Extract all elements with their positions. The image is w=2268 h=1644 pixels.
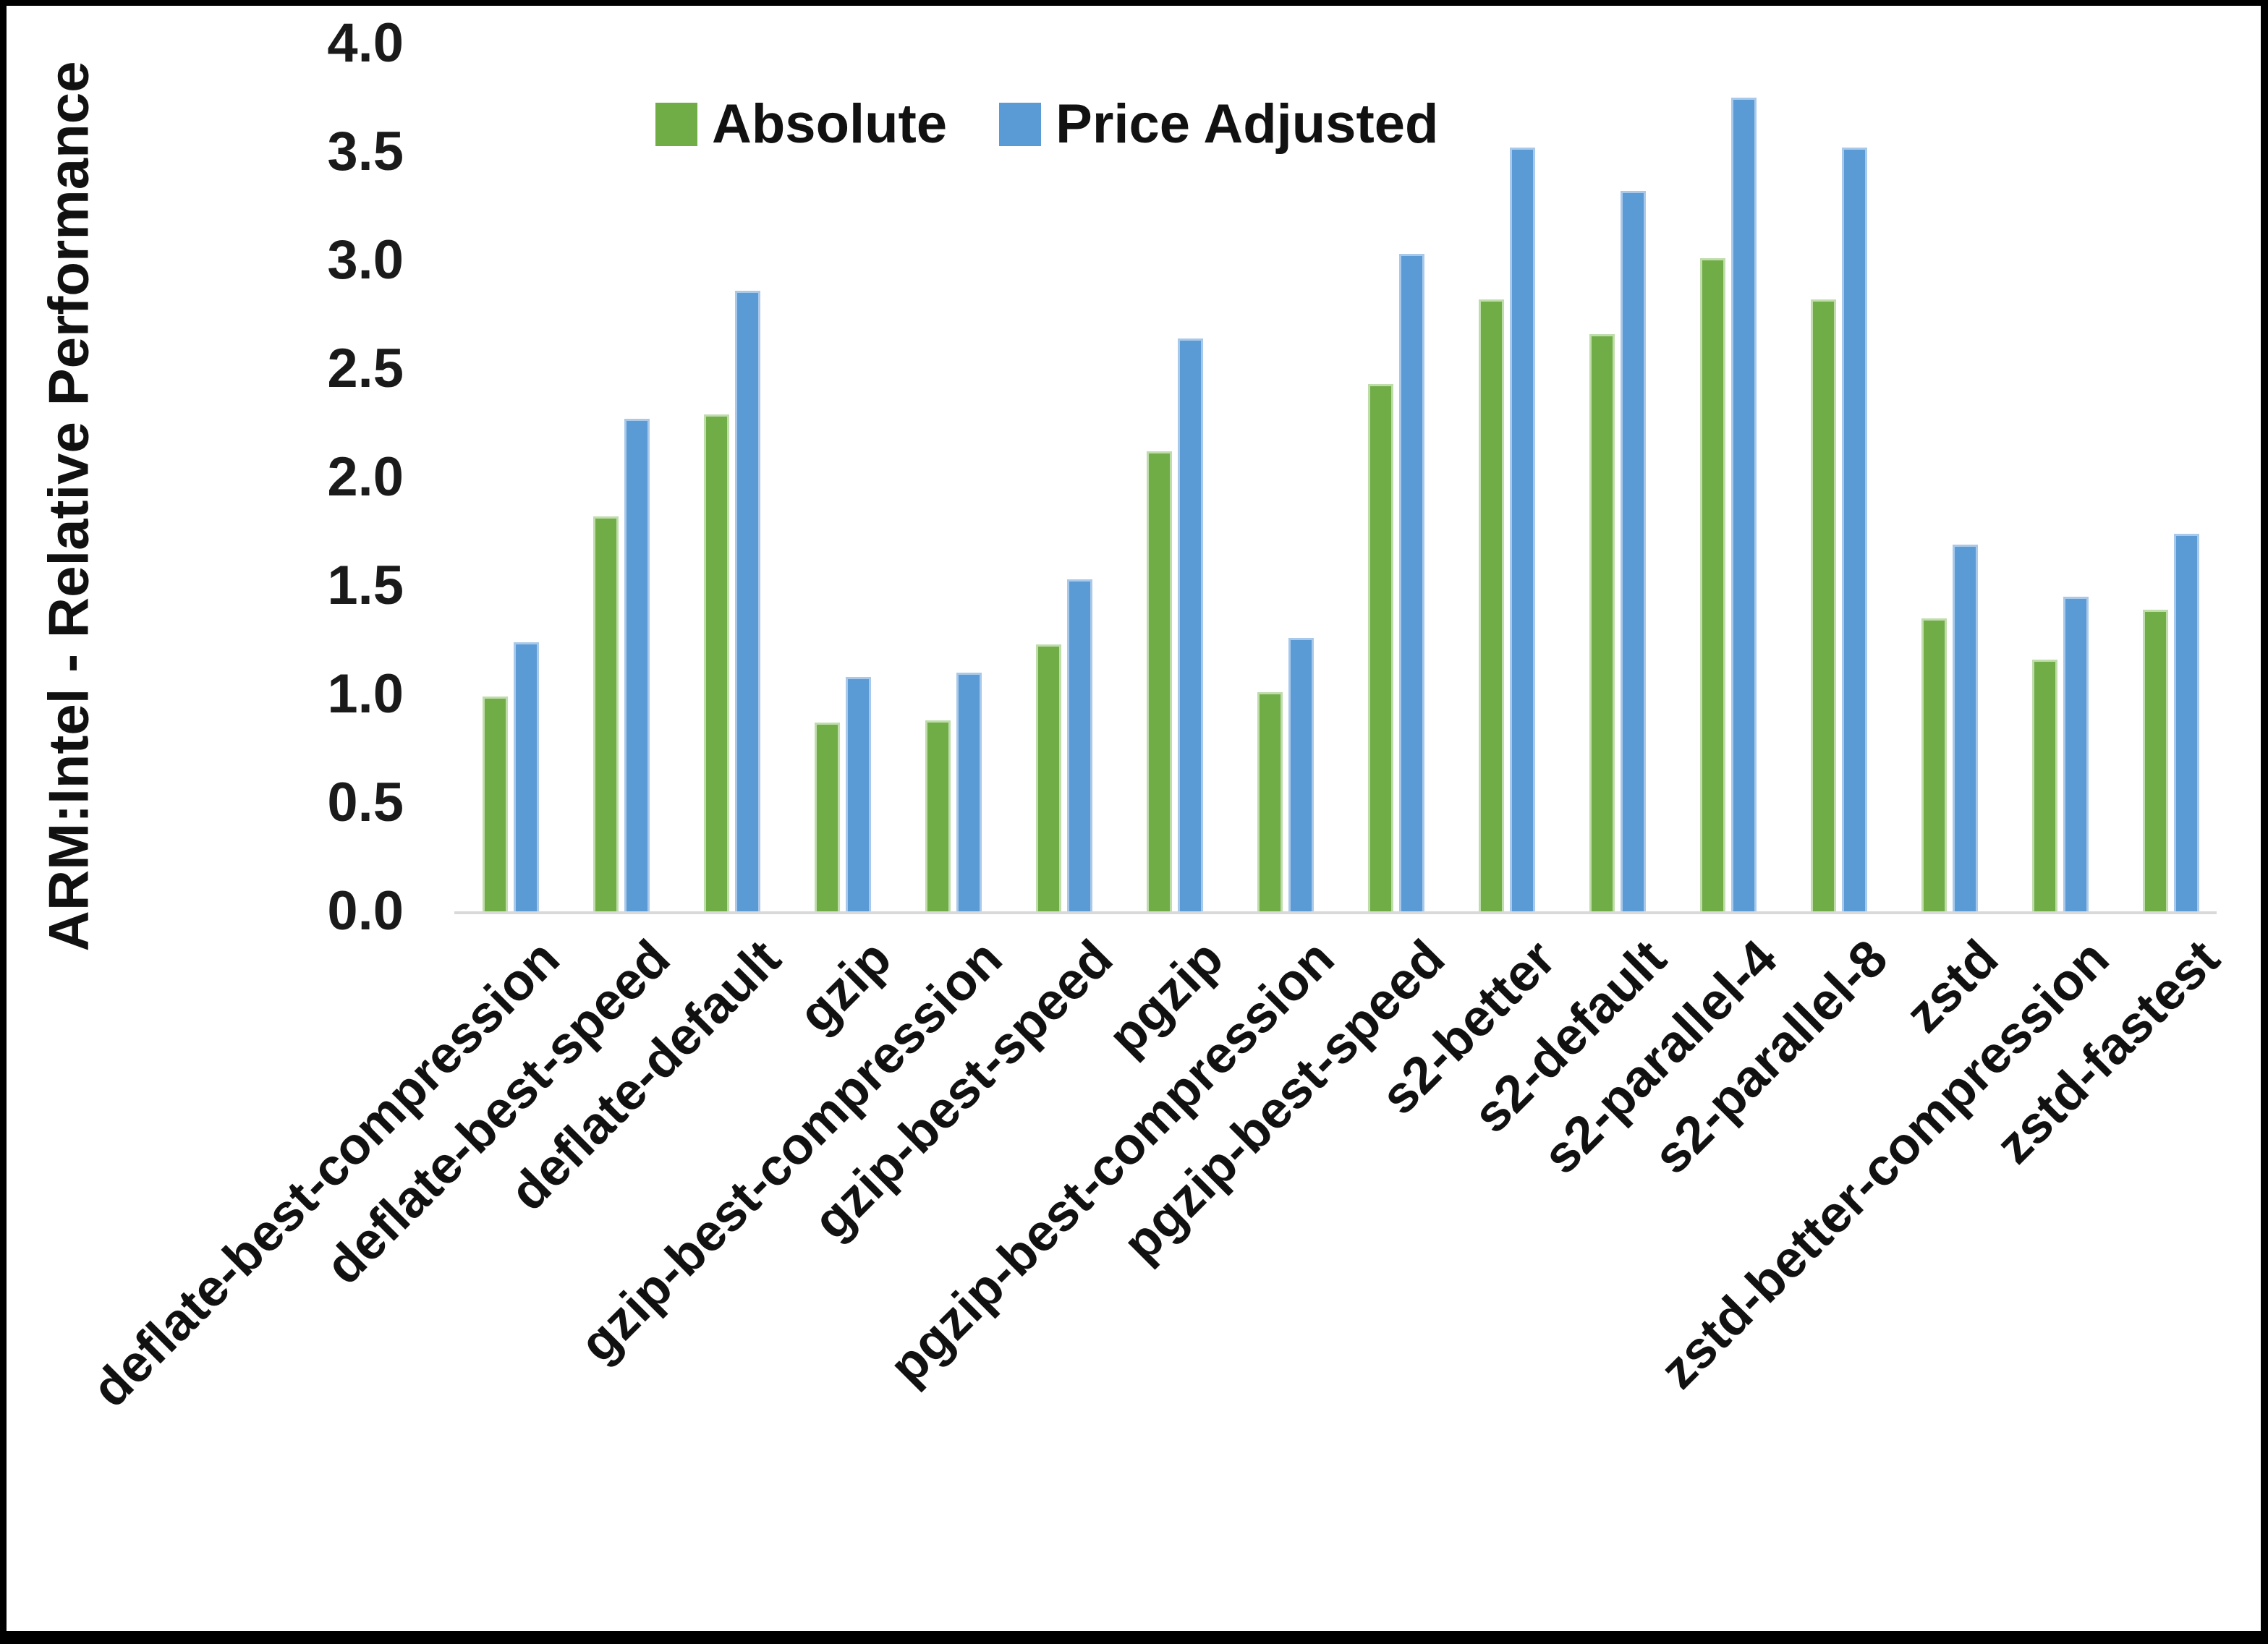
frame-border-top <box>0 0 2268 6</box>
bar-deflate-default-absolute <box>704 414 729 911</box>
y-tick-label: 2.5 <box>327 338 404 399</box>
bar-zstd-price-adjusted <box>1953 545 1978 911</box>
y-tick-label: 0.5 <box>327 772 404 833</box>
bar-s2-parallel-4-price-adjusted <box>1731 98 1757 911</box>
bar-s2-parallel-4-absolute <box>1700 258 1725 911</box>
bar-pgzip-price-adjusted <box>1178 338 1203 911</box>
bar-pgzip-best-compression-price-adjusted <box>1288 638 1314 911</box>
bar-deflate-best-compression-price-adjusted <box>514 642 539 911</box>
bar-pgzip-absolute <box>1147 451 1172 911</box>
y-axis-title: ARM:Intel - Relative Performance <box>36 61 101 952</box>
bar-zstd-better-compression-price-adjusted <box>2063 597 2089 911</box>
bar-gzip-best-speed-absolute <box>1036 644 1061 911</box>
y-tick-label: 1.5 <box>327 555 404 616</box>
bar-deflate-best-compression-absolute <box>483 697 508 911</box>
bar-s2-better-absolute <box>1479 299 1504 911</box>
bar-zstd-fastest-absolute <box>2143 610 2168 911</box>
bar-deflate-default-price-adjusted <box>735 291 760 911</box>
bar-s2-better-price-adjusted <box>1510 148 1535 911</box>
bar-gzip-best-compression-absolute <box>925 720 951 911</box>
bar-pgzip-best-compression-absolute <box>1257 692 1283 911</box>
legend-swatch-price-adjusted <box>999 102 1042 146</box>
bar-s2-parallel-8-price-adjusted <box>1842 148 1867 911</box>
legend-swatch-absolute <box>655 102 697 146</box>
frame-border-left <box>0 0 7 1644</box>
y-tick-label: 0.0 <box>327 880 404 942</box>
legend: Absolute Price Adjusted <box>655 93 1438 156</box>
bar-deflate-best-speed-absolute <box>593 516 619 911</box>
y-tick-label: 1.0 <box>327 663 404 725</box>
y-tick-label: 2.0 <box>327 446 404 508</box>
y-tick-label: 3.5 <box>327 121 404 182</box>
frame-border-bottom <box>0 1631 2268 1644</box>
bar-zstd-fastest-price-adjusted <box>2174 534 2199 911</box>
bar-s2-parallel-8-absolute <box>1811 299 1836 911</box>
bar-deflate-best-speed-price-adjusted <box>624 419 650 911</box>
legend-label-price-adjusted: Price Adjusted <box>1056 93 1439 155</box>
bar-gzip-best-speed-price-adjusted <box>1067 579 1092 911</box>
bar-gzip-best-compression-price-adjusted <box>956 673 982 911</box>
y-tick-label: 4.0 <box>327 12 404 74</box>
bar-s2-default-absolute <box>1589 334 1615 911</box>
frame-border-right <box>2261 0 2268 1644</box>
bar-gzip-absolute <box>815 723 840 911</box>
bar-pgzip-best-speed-absolute <box>1368 384 1393 911</box>
bar-pgzip-best-speed-price-adjusted <box>1399 254 1424 911</box>
bar-zstd-absolute <box>1921 618 1947 911</box>
bar-s2-default-price-adjusted <box>1621 191 1646 911</box>
legend-label-absolute: Absolute <box>712 93 948 155</box>
x-axis-line <box>454 911 2217 914</box>
x-category-label: deflate-best-compression <box>81 929 571 1418</box>
y-tick-label: 3.0 <box>327 229 404 291</box>
bar-gzip-price-adjusted <box>846 677 871 911</box>
bar-zstd-better-compression-absolute <box>2032 660 2057 911</box>
